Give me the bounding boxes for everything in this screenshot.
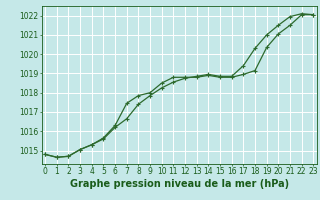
X-axis label: Graphe pression niveau de la mer (hPa): Graphe pression niveau de la mer (hPa) bbox=[70, 179, 289, 189]
